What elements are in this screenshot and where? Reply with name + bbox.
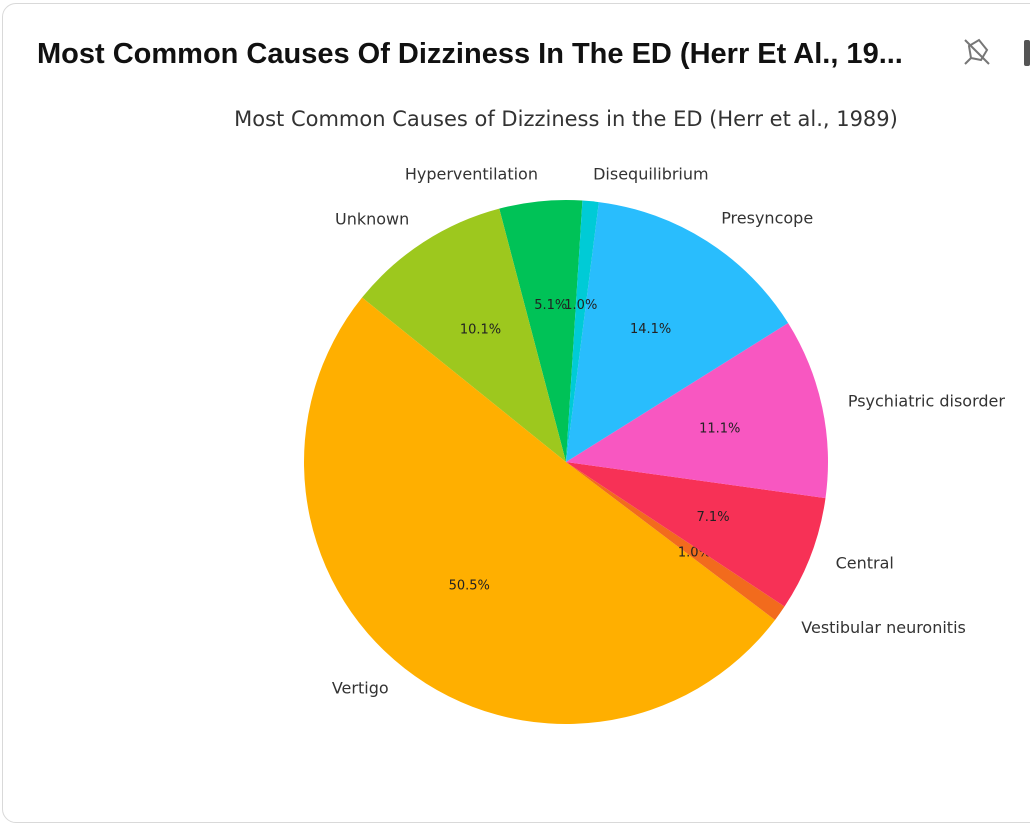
pie-slice [303,297,776,725]
chart: Most Common Causes of Dizziness in the E… [234,38,1030,725]
value-label: 10.1% [460,323,501,338]
pie-slice [566,200,599,462]
chart-title: Most Common Causes of Dizziness in the E… [234,107,898,131]
pie-slice [566,462,785,620]
pie-slice [566,323,829,499]
page: {"card_title": "Most Common Causes Of Di… [2,3,1030,823]
value-label: 50.5% [449,578,490,593]
category-label: Unknown [335,210,409,229]
value-label: 5.1% [534,298,567,313]
category-label: Hyperventilation [405,165,538,184]
unpin-icon[interactable] [964,38,990,65]
value-label: 7.1% [697,510,730,525]
category-label: Vestibular neuronitis [801,618,966,637]
pie-slice [566,202,789,462]
card-title: Most Common Causes Of Dizziness In The E… [37,38,903,70]
category-label: Central [836,553,894,572]
pie-slice [499,200,583,463]
value-label: 11.1% [699,422,740,437]
category-label: Psychiatric disorder [848,391,1006,410]
category-label: Disequilibrium [593,165,708,184]
category-label: Presyncope [721,209,813,228]
pie-slice [566,462,826,607]
category-label: Vertigo [332,679,389,698]
pie-slice [362,208,566,462]
more-icon[interactable] [1024,40,1030,66]
value-label: 14.1% [630,322,671,337]
value-label: 1.0% [564,298,597,313]
